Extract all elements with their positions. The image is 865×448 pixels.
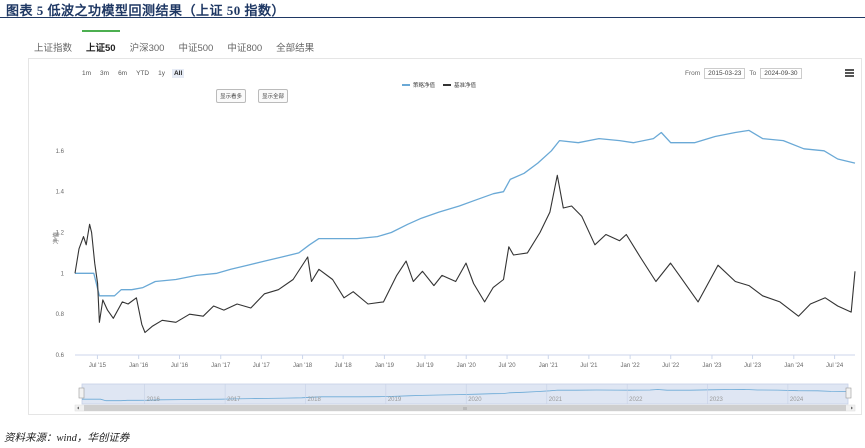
show-more-button[interactable]: 显示看多: [216, 89, 247, 103]
index-tabs: 上证指数 上证50 沪深300 中证500 中证800 全部结果: [34, 30, 328, 58]
to-label: To: [749, 70, 757, 77]
legend-item-strategy[interactable]: 策略净值: [402, 81, 435, 89]
legend-label-benchmark: 基准净值: [454, 83, 477, 89]
figure-title: 图表 5 低波之功模型回测结果（上证 50 指数）: [6, 3, 286, 18]
chart-frame: [28, 58, 862, 415]
tab-sse50[interactable]: 上证50: [82, 30, 120, 58]
tab-csi800[interactable]: 中证800: [227, 43, 263, 54]
from-label: From: [685, 70, 701, 77]
range-1m-button[interactable]: 1m: [82, 70, 92, 77]
range-6m-button[interactable]: 6m: [118, 70, 128, 77]
range-selector: 1m 3m 6m YTD 1y All: [80, 69, 189, 78]
title-rule: [0, 17, 865, 18]
legend-swatch-strategy: [402, 84, 410, 86]
legend-label-strategy: 策略净值: [413, 83, 436, 89]
date-range: From 2015-03-23 To 2024-09-30: [685, 68, 806, 79]
to-date-input[interactable]: 2024-09-30: [760, 68, 802, 79]
show-all-button[interactable]: 显示全部: [258, 89, 289, 103]
tab-all-results[interactable]: 全部结果: [276, 43, 315, 54]
tab-csi300[interactable]: 沪深300: [129, 43, 165, 54]
range-ytd-button[interactable]: YTD: [136, 70, 150, 77]
from-date-input[interactable]: 2015-03-23: [704, 68, 746, 79]
range-3m-button[interactable]: 3m: [100, 70, 110, 77]
tab-sse-composite[interactable]: 上证指数: [34, 43, 73, 54]
source-note: 资料来源：wind，华创证券: [4, 433, 130, 444]
range-all-button[interactable]: All: [171, 69, 185, 78]
tab-csi500[interactable]: 中证500: [178, 43, 214, 54]
range-1y-button[interactable]: 1y: [158, 70, 165, 77]
legend: 策略净值 基准净值: [402, 81, 484, 89]
menu-icon[interactable]: [845, 69, 854, 77]
legend-item-benchmark[interactable]: 基准净值: [443, 81, 476, 89]
legend-swatch-benchmark: [443, 84, 452, 86]
